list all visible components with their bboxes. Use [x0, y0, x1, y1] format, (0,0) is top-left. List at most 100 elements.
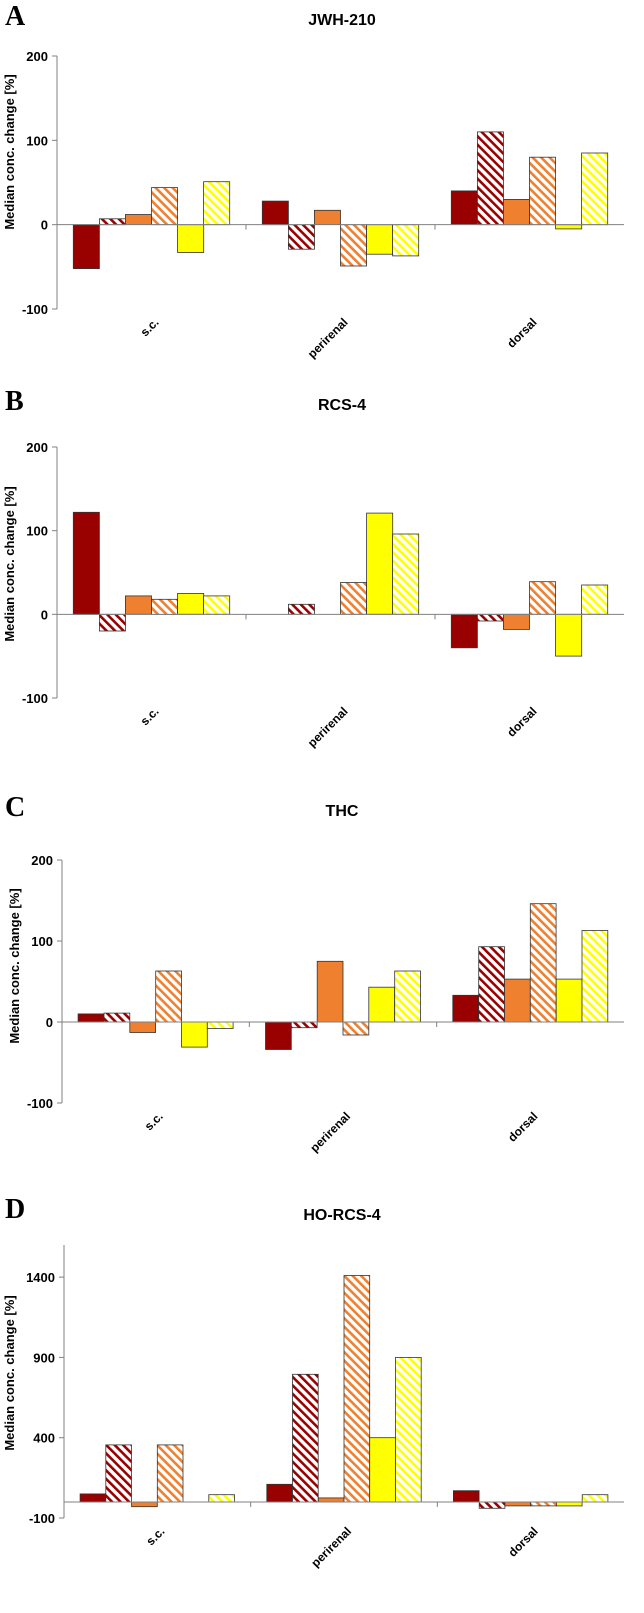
bar-dorsal-series-1 [452, 1490, 480, 1503]
bar-perirenal-series-4 [340, 582, 368, 615]
bar-sc-series-1 [77, 1013, 105, 1023]
y-tick-label: -100 [29, 1511, 55, 1526]
chart-title: RCS-4 [318, 397, 366, 414]
x-category-label: perirenal [307, 1109, 353, 1155]
x-category-label: s.c. [138, 315, 162, 339]
bar-perirenal-series-1 [265, 1021, 292, 1050]
bar-dorsal-series-4 [529, 903, 557, 1023]
bar-sc-series-2 [103, 1012, 131, 1023]
y-axis-label: Median conc. change [%] [2, 486, 17, 641]
bar-sc-series-3 [131, 1501, 158, 1508]
bar-dorsal-series-2 [478, 1501, 506, 1509]
bar-dorsal-series-5 [556, 1501, 583, 1507]
y-tick-label: 100 [31, 934, 53, 949]
bar-dorsal-series-3 [504, 978, 531, 1023]
y-tick-label: 900 [33, 1350, 55, 1365]
bar-sc-series-4 [151, 187, 179, 226]
y-axis-label: Median conc. change [%] [2, 74, 17, 229]
bar-perirenal-series-1 [266, 1483, 293, 1503]
bar-perirenal-series-6 [392, 224, 420, 257]
bar-perirenal-series-4 [342, 1021, 370, 1036]
panel-d-chart: D HO-RCS-4 Median conc. change [%] 1400 9… [2, 1194, 624, 1570]
bar-sc-series-3 [125, 214, 152, 226]
bar-dorsal-series-4 [529, 581, 557, 615]
bar-perirenal-series-2 [287, 224, 315, 250]
bar-dorsal-series-4 [530, 1501, 557, 1507]
bar-sc-series-5 [181, 1021, 208, 1048]
bar-perirenal-series-5 [369, 1437, 396, 1503]
y-tick-label: -100 [22, 302, 48, 317]
bar-perirenal-series-5 [366, 512, 394, 615]
y-tick-label: 200 [26, 440, 48, 455]
bar-perirenal-series-4 [340, 224, 368, 267]
bar-sc-series-6 [203, 181, 231, 226]
bar-sc-series-2 [99, 613, 126, 632]
bar-dorsal-series-1 [450, 613, 478, 649]
y-axis-label: Median conc. change [%] [2, 1295, 17, 1450]
bar-perirenal-series-1 [261, 200, 289, 226]
bar-dorsal-series-2 [476, 613, 504, 622]
bar-perirenal-series-2 [292, 1373, 319, 1503]
bar-dorsal-series-4 [529, 156, 557, 226]
bar-dorsal-series-1 [450, 190, 478, 225]
bar-dorsal-series-6 [581, 584, 609, 615]
bar-dorsal-series-1 [452, 994, 479, 1023]
chart-title: JWH-210 [308, 12, 376, 29]
bar-dorsal-series-3 [504, 1501, 531, 1507]
bar-perirenal-series-6 [392, 533, 420, 615]
bar-sc-series-4 [156, 1444, 184, 1503]
bar-sc-series-3 [125, 595, 152, 615]
y-tick-label: 200 [26, 49, 48, 64]
x-category-label: dorsal [505, 1109, 540, 1144]
x-category-label: perirenal [305, 704, 351, 750]
x-category-label: s.c. [142, 1109, 166, 1133]
chart-title: HO-RCS-4 [303, 1207, 380, 1224]
bar-perirenal-series-5 [368, 986, 395, 1023]
bar-sc-series-2 [99, 218, 126, 226]
bar-perirenal-series-5 [366, 224, 394, 255]
x-category-label: s.c. [143, 1524, 167, 1548]
bar-dorsal-series-5 [555, 613, 583, 657]
y-tick-label: 0 [41, 218, 48, 233]
bar-perirenal-series-3 [316, 960, 344, 1023]
bar-sc-series-4 [151, 598, 179, 615]
panel-letter: C [5, 792, 25, 823]
y-tick-label: 100 [26, 133, 48, 148]
x-category-label: s.c. [138, 704, 162, 728]
bar-perirenal-series-3 [313, 209, 341, 226]
bar-dorsal-series-6 [581, 1494, 609, 1503]
chart-title: THC [326, 803, 359, 820]
panel-c-chart: C THC Median conc. change [%] 200 100 0 -10… [5, 792, 624, 1155]
bar-sc-series-6 [206, 1021, 234, 1029]
bar-perirenal-series-2 [287, 603, 315, 615]
y-tick-label: -100 [27, 1096, 53, 1111]
bar-sc-series-5 [177, 224, 205, 253]
bar-sc-series-3 [129, 1021, 157, 1033]
bar-sc-series-2 [105, 1444, 132, 1503]
bar-sc-series-6 [208, 1494, 235, 1503]
bar-dorsal-series-3 [502, 198, 530, 226]
bar-dorsal-series-6 [581, 930, 609, 1023]
bar-sc-series-4 [155, 970, 182, 1023]
bar-perirenal-series-3 [317, 1497, 345, 1503]
panel-a-chart: A JWH-210 Median conc. change [%] 200 100… [2, 1, 624, 361]
y-tick-label: 0 [41, 607, 48, 622]
bar-sc-series-1 [72, 511, 100, 615]
bar-perirenal-series-4 [343, 1275, 371, 1503]
panel-letter: D [5, 1194, 25, 1225]
x-category-label: dorsal [504, 704, 539, 739]
bar-perirenal-series-6 [395, 1357, 422, 1503]
bar-perirenal-series-6 [394, 970, 421, 1023]
x-category-label: dorsal [504, 315, 539, 350]
panel-letter: A [5, 1, 26, 32]
panel-letter: B [5, 386, 24, 417]
x-category-label: perirenal [308, 1524, 354, 1570]
bar-sc-series-1 [72, 224, 100, 269]
y-tick-label: 0 [46, 1015, 53, 1030]
panel-b-chart: B RCS-4 Median conc. change [%] 200 100 0 -… [2, 386, 624, 750]
x-category-label: perirenal [305, 315, 351, 361]
bar-dorsal-series-2 [478, 946, 505, 1023]
bar-sc-series-5 [177, 593, 205, 615]
bar-dorsal-series-2 [476, 131, 504, 226]
bar-sc-series-6 [203, 595, 231, 615]
